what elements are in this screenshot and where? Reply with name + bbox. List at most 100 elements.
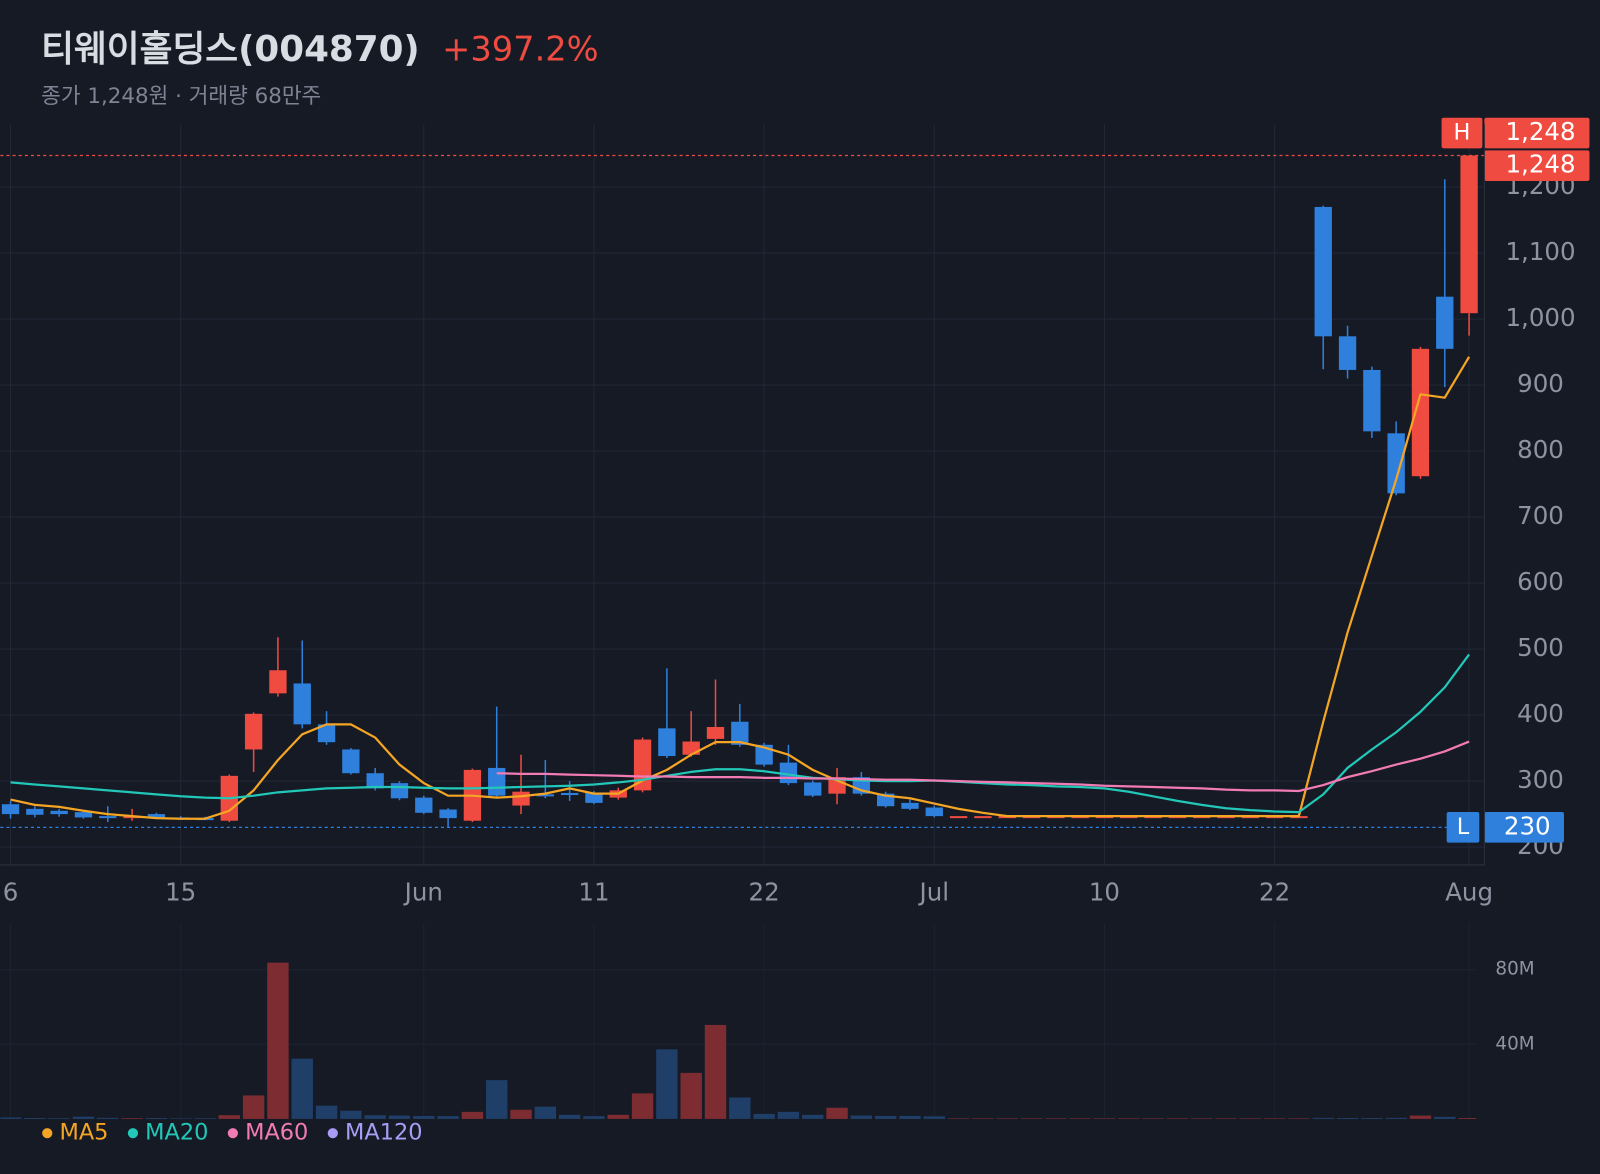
x-tick-label: 15 (165, 878, 196, 907)
volume-bar (947, 1118, 970, 1119)
volume-bar (437, 1116, 459, 1119)
candle-body (658, 728, 676, 757)
volume-bar (1361, 1117, 1383, 1119)
y-tick-label: 700 (1517, 501, 1564, 530)
candle-body (390, 783, 409, 799)
candle-body (1411, 348, 1430, 477)
price-marker-box (1446, 812, 1480, 843)
y-tick-label: 300 (1517, 765, 1564, 794)
candle-body (536, 794, 555, 797)
volume-bar (1190, 1118, 1213, 1119)
low-marker-label: L (1457, 814, 1470, 840)
volume-bar (72, 1116, 95, 1119)
high-marker-label: H (1454, 120, 1471, 146)
candle-body (1436, 296, 1454, 349)
candle-body (269, 670, 287, 694)
volume-bar (534, 1106, 557, 1119)
candle-body (585, 793, 603, 803)
y-tick-label: 1,000 (1505, 303, 1575, 332)
y-tick-label: 1,100 (1505, 237, 1575, 266)
x-tick-label: Jul (918, 878, 950, 907)
legend-label: MA20 (145, 1120, 208, 1146)
candle-body (366, 773, 384, 789)
volume-bar (291, 1058, 313, 1119)
volume-bar (121, 1118, 143, 1119)
candle-body (901, 802, 919, 809)
volume-bar (583, 1116, 605, 1119)
candle-body (293, 683, 311, 725)
volume-bar (899, 1115, 921, 1119)
candle-body (147, 814, 166, 818)
volume-bar (194, 1118, 216, 1119)
legend-label: MA120 (345, 1120, 422, 1146)
volume-bar (413, 1115, 435, 1119)
volume-bar (753, 1113, 775, 1119)
volume-bar (1093, 1118, 1116, 1119)
volume-bar (850, 1115, 873, 1119)
volume-plot (0, 962, 1477, 1119)
candle-body (925, 807, 943, 817)
legend-label: MA60 (245, 1120, 308, 1146)
price-marker-box (1441, 117, 1483, 149)
candle-body (1460, 155, 1478, 314)
volume-bar (777, 1111, 800, 1119)
volume-bar (1215, 1118, 1237, 1119)
candle-body (804, 782, 822, 796)
overlay: 2003004005006007008009001,0001,1001,2004… (0, 117, 1590, 1146)
candle-body (244, 713, 263, 750)
y-tick-label: 800 (1517, 435, 1564, 464)
candle-body (1314, 206, 1332, 337)
volume-bar (1312, 1117, 1334, 1119)
grid (0, 124, 1485, 1119)
volume-bar (24, 1117, 46, 1119)
volume-bar (558, 1114, 581, 1119)
candle-body (512, 791, 530, 806)
volume-tick-label: 80M (1495, 959, 1534, 980)
volume-bar (242, 1095, 265, 1119)
candle-body (1338, 336, 1357, 370)
volume-bar (631, 1093, 654, 1119)
volume-bar (218, 1115, 241, 1119)
volume-bar (388, 1115, 411, 1119)
candle-body (74, 812, 93, 818)
price-plot (1, 155, 1478, 828)
x-tick-label: 10 (1089, 878, 1120, 907)
volume-bar (340, 1110, 362, 1119)
volume-bar (1434, 1116, 1456, 1119)
price-marker-box (1484, 117, 1590, 149)
candle-body (317, 724, 336, 743)
candle-body (488, 767, 506, 796)
volume-bar (267, 962, 289, 1119)
volume-bar (486, 1080, 508, 1119)
y-tick-label: 600 (1517, 567, 1564, 596)
x-tick-label: 6 (3, 878, 19, 907)
ma-line (10, 653, 1471, 814)
ma-line (10, 356, 1471, 820)
volume-bar (1263, 1118, 1286, 1119)
legend-dot (42, 1128, 53, 1139)
volume-bar (0, 1117, 22, 1119)
x-tick-label: 22 (749, 878, 780, 907)
volume-bar (1458, 1117, 1477, 1119)
volume-bar (145, 1117, 168, 1119)
x-tick-label: 22 (1259, 878, 1290, 907)
volume-bar (996, 1118, 1018, 1119)
volume-bar (680, 1072, 702, 1119)
volume-bar (315, 1105, 338, 1119)
candle-body (731, 721, 749, 745)
chart-title: 티웨이홀딩스(004870) (41, 29, 420, 70)
y-tick-label: 400 (1517, 699, 1564, 728)
volume-bar (461, 1111, 484, 1119)
volume-bar (826, 1107, 848, 1119)
volume-bar (48, 1118, 70, 1119)
candle-body (1387, 433, 1405, 494)
volume-bar (1288, 1118, 1310, 1119)
volume-bar (1409, 1115, 1432, 1119)
x-tick-label: Jun (403, 878, 443, 907)
y-tick-label: 500 (1517, 633, 1564, 662)
volume-bar (972, 1118, 994, 1119)
chart-subtitle: 종가 1,248원 · 거래량 68만주 (41, 84, 321, 109)
volume-bar (607, 1114, 629, 1119)
